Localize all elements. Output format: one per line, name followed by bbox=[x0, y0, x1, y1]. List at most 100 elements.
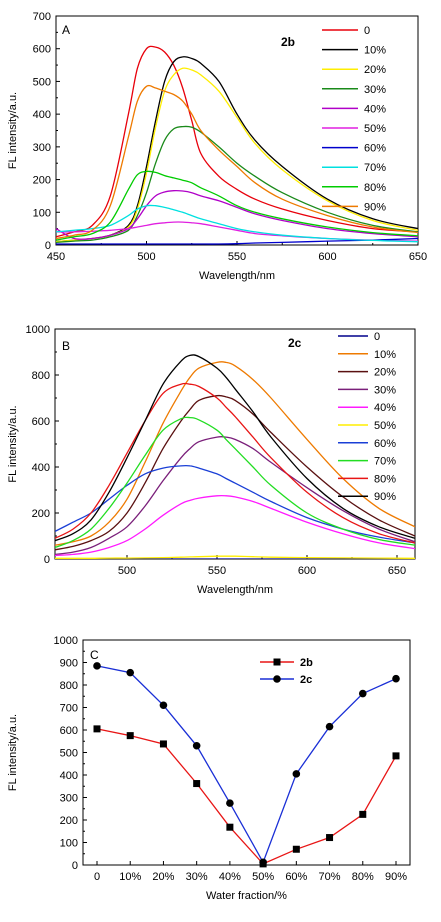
data-point-2b bbox=[159, 740, 167, 748]
data-point-2c bbox=[358, 689, 367, 698]
x-tick-label: 550 bbox=[208, 565, 226, 577]
data-point-2b bbox=[292, 845, 300, 853]
x-tick-label: 50% bbox=[252, 871, 274, 883]
y-tick-label: 0 bbox=[45, 240, 51, 252]
panel-letter: B bbox=[62, 339, 70, 353]
y-tick-label: 1000 bbox=[54, 635, 78, 647]
y-tick-label: 400 bbox=[60, 770, 78, 782]
legend-label: 70% bbox=[374, 456, 396, 468]
data-point-2c bbox=[192, 741, 201, 750]
y-tick-label: 0 bbox=[72, 860, 78, 872]
x-tick-label: 70% bbox=[319, 871, 341, 883]
chart-panel-a: 0 100 200 300 400 500 600 700 450 500 550 600 650 Wav… bbox=[7, 11, 427, 282]
x-tick-label: 500 bbox=[137, 251, 155, 263]
y-tick-label: 500 bbox=[60, 748, 78, 760]
x-axis-label: Water fraction/% bbox=[206, 890, 287, 902]
legend-label: 40% bbox=[374, 402, 396, 414]
chart-panel-c: 0 100 200 300 400 500 600 700 800 900 1000 0 10% 20% 3… bbox=[7, 635, 411, 902]
data-point-2c bbox=[292, 770, 301, 778]
data-point-2c bbox=[126, 668, 135, 677]
data-point-2b bbox=[93, 725, 101, 733]
legend-marker bbox=[273, 658, 281, 666]
y-tick-label: 300 bbox=[60, 793, 78, 805]
y-tick-label: 100 bbox=[60, 838, 78, 850]
compound-label: 2c bbox=[288, 336, 302, 350]
x-tick-label: 30% bbox=[186, 871, 208, 883]
y-tick-label: 0 bbox=[44, 554, 50, 566]
legend-label: 50% bbox=[364, 123, 386, 135]
legend-label: 10% bbox=[364, 45, 386, 57]
x-tick-label: 0 bbox=[94, 871, 100, 883]
data-point-2b bbox=[226, 823, 234, 831]
x-tick-label: 450 bbox=[47, 251, 65, 263]
legend-label: 40% bbox=[364, 103, 386, 115]
series-line-30pct bbox=[55, 435, 415, 556]
y-tick-label: 400 bbox=[32, 462, 50, 474]
legend-label: 50% bbox=[374, 420, 396, 432]
legend-label: 60% bbox=[364, 143, 386, 155]
data-point-2b bbox=[326, 834, 334, 842]
series-line-90pct bbox=[55, 354, 415, 542]
panel-letter: A bbox=[62, 23, 70, 37]
legend-label: 80% bbox=[374, 473, 396, 485]
data-point-2c bbox=[93, 662, 101, 670]
x-tick-label: 80% bbox=[352, 871, 374, 883]
y-tick-label: 600 bbox=[33, 44, 51, 56]
compound-label: 2b bbox=[281, 35, 295, 49]
y-tick-label: 100 bbox=[33, 207, 51, 219]
series-line-90pct bbox=[56, 84, 418, 240]
series-line-50pct bbox=[55, 555, 415, 559]
legend-label: 70% bbox=[364, 162, 386, 174]
x-tick-label: 20% bbox=[152, 871, 174, 883]
series-line-0 bbox=[56, 45, 418, 238]
x-tick-label: 550 bbox=[228, 251, 246, 263]
x-axis-label: Wavelength/nm bbox=[199, 270, 275, 282]
series-line-60pct bbox=[55, 464, 415, 544]
series-line-30pct bbox=[56, 125, 418, 244]
data-point-2c bbox=[159, 701, 168, 710]
series-line-2c bbox=[96, 665, 397, 864]
y-tick-label: 400 bbox=[33, 109, 51, 121]
data-point-2c bbox=[259, 858, 267, 867]
data-point-2b bbox=[126, 732, 134, 740]
x-tick-label: 40% bbox=[219, 871, 241, 883]
legend-label: 20% bbox=[374, 367, 396, 379]
y-tick-label: 900 bbox=[60, 658, 78, 670]
legend-label: 90% bbox=[364, 201, 386, 213]
x-tick-label: 600 bbox=[318, 251, 336, 263]
y-tick-label: 200 bbox=[60, 815, 78, 827]
series-line-80pct bbox=[56, 170, 418, 241]
data-point-2c bbox=[325, 722, 334, 731]
legend-label: 30% bbox=[374, 384, 396, 396]
data-point-2b bbox=[359, 810, 367, 818]
series-line-70pct bbox=[56, 204, 418, 243]
x-tick-label: 10% bbox=[119, 871, 141, 883]
y-tick-label: 500 bbox=[33, 76, 51, 88]
legend-label: 0 bbox=[374, 331, 380, 343]
y-tick-label: 800 bbox=[32, 370, 50, 382]
legend-label: 80% bbox=[364, 182, 386, 194]
series-line-10pct bbox=[55, 361, 415, 546]
series-line-20pct bbox=[55, 394, 415, 551]
data-point-2c bbox=[226, 799, 234, 807]
legend-label: 0 bbox=[364, 25, 370, 37]
y-tick-label: 600 bbox=[60, 725, 78, 737]
series-line-60pct bbox=[56, 237, 418, 245]
y-tick-label: 600 bbox=[32, 416, 50, 428]
legend-marker bbox=[273, 675, 281, 683]
panel-letter: C bbox=[90, 648, 99, 662]
data-point-2b bbox=[193, 780, 201, 788]
legend-label: 60% bbox=[374, 438, 396, 450]
y-tick-label: 200 bbox=[33, 175, 51, 187]
x-tick-label: 60% bbox=[285, 871, 307, 883]
legend-label: 30% bbox=[364, 84, 386, 96]
series-line-80pct bbox=[55, 382, 415, 544]
x-tick-label: 650 bbox=[409, 251, 427, 263]
x-tick-label: 650 bbox=[388, 565, 406, 577]
y-axis-label: FL intensity/a.u. bbox=[7, 714, 19, 791]
data-point-2b bbox=[392, 752, 400, 760]
x-tick-label: 90% bbox=[385, 871, 407, 883]
legend-label: 2b bbox=[300, 657, 313, 669]
data-point-2c bbox=[392, 674, 400, 683]
